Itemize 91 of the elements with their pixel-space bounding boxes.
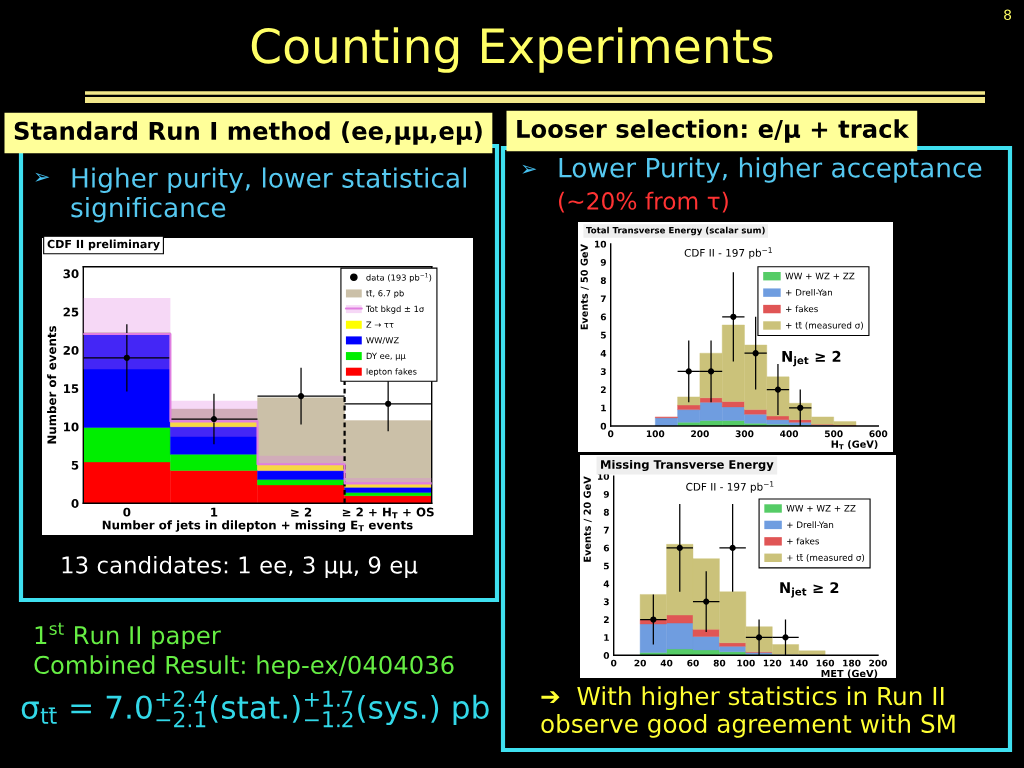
text: σ$_{tt̄}$ = 7.0$^{+2.4}$$_{−2.1}$(stat.)$^{+1.7}$$_{−1.2}$(sys.) pb bbox=[21, 690, 489, 728]
legend-label: + fakes bbox=[785, 305, 818, 313]
text: Looser selection: e/μ + track bbox=[517, 119, 910, 143]
x-tick-label: 200 bbox=[869, 659, 887, 667]
y-tick-label: 9 bbox=[603, 490, 609, 498]
x-tick-label: 80 bbox=[713, 659, 726, 667]
x-tick-label: 600 bbox=[869, 430, 888, 438]
legend-label: Tot bkgd ± 1σ bbox=[365, 305, 424, 314]
y-tick-label: 10 bbox=[594, 240, 607, 248]
x-tick-label: 100 bbox=[737, 659, 755, 667]
y-tick-label: 0 bbox=[600, 422, 607, 430]
text: 1$^{st}$ Run II paper bbox=[35, 622, 221, 650]
y-tick-label: 0 bbox=[603, 652, 610, 659]
x-tick-label: 200 bbox=[691, 430, 709, 438]
text: Counting Experiments bbox=[251, 27, 773, 73]
y-tick-label: 7 bbox=[603, 526, 609, 534]
legend-label: + Drell-Yan bbox=[787, 521, 834, 529]
legend-label: + fakes bbox=[787, 537, 820, 545]
y-tick-label: 4 bbox=[600, 350, 607, 357]
x-tick-label: ≥ 2 bbox=[291, 507, 312, 517]
text: Lower Purity, higher acceptance bbox=[559, 157, 982, 183]
legend-label: lepton fakes bbox=[366, 368, 417, 377]
text: 13 candidates: 1 ee, 3 μμ, 9 eμ bbox=[62, 555, 418, 579]
x-axis-title: Number of jets in dilepton + missing E$_{T}$ events bbox=[102, 520, 413, 532]
x-tick-label: 400 bbox=[780, 430, 799, 438]
annotation: N$_{jet}$ ≥ 2 bbox=[782, 350, 841, 367]
y-tick-label: 5 bbox=[603, 562, 609, 570]
text: ➢ bbox=[35, 172, 50, 182]
text: Standard Run I method (ee,μμ,eμ) bbox=[14, 121, 482, 145]
y-tick-label: 5 bbox=[71, 460, 79, 470]
y-tick-label: 3 bbox=[600, 368, 606, 375]
y-tick-label: 20 bbox=[63, 345, 79, 355]
y-tick-label: 1 bbox=[604, 634, 609, 641]
y-tick-label: 8 bbox=[603, 508, 609, 516]
y-tick-label: 6 bbox=[603, 544, 610, 552]
y-axis-title: Events / 50 GeV bbox=[580, 244, 589, 330]
y-tick-label: 15 bbox=[64, 384, 79, 394]
text: 8 bbox=[1004, 9, 1012, 21]
y-tick-label: 5 bbox=[600, 331, 606, 339]
text: ➢ bbox=[522, 164, 537, 174]
y-tick-label: 0 bbox=[71, 499, 79, 508]
x-tick-label: 100 bbox=[646, 430, 665, 438]
x-tick-label: 20 bbox=[634, 659, 646, 667]
x-tick-label: 60 bbox=[687, 659, 699, 667]
legend-label: + tt̄ (measured σ) bbox=[785, 321, 863, 330]
text: Higher purity, lower statistical significance bbox=[71, 167, 466, 223]
annotation: CDF II - 197 pb$^{−1}$ bbox=[686, 481, 774, 493]
text: ➔ With higher statistics in Run II observe good agreement with SM bbox=[541, 686, 955, 738]
legend-label: + tt̄ (measured σ) bbox=[787, 554, 865, 562]
annotation: N$_{jet}$ ≥ 2 bbox=[780, 582, 839, 598]
x-tick-label: 120 bbox=[763, 659, 782, 667]
x-tick-label: 140 bbox=[790, 659, 808, 667]
y-tick-label: 6 bbox=[600, 313, 607, 321]
y-tick-label: 25 bbox=[63, 307, 79, 317]
y-tick-label: 9 bbox=[600, 258, 606, 266]
chart-title: CDF II preliminary bbox=[47, 239, 160, 251]
legend-label: WW + WZ + ZZ bbox=[785, 272, 855, 280]
x-tick-label: 0 bbox=[610, 659, 617, 667]
y-axis-title: Number of events bbox=[47, 326, 57, 444]
legend-label: Z → ττ bbox=[366, 321, 394, 328]
legend-label: WW + WZ + ZZ bbox=[786, 505, 856, 512]
x-tick-label: 180 bbox=[843, 659, 861, 667]
legend-label: data (193 pb$^{−1}$) bbox=[366, 273, 432, 283]
x-tick-label: 160 bbox=[816, 659, 835, 667]
x-tick-label: 1 bbox=[211, 507, 218, 517]
y-tick-label: 10 bbox=[64, 422, 79, 432]
y-tick-label: 7 bbox=[600, 295, 606, 303]
y-tick-label: 3 bbox=[603, 598, 609, 606]
legend-label: DY ee, μμ bbox=[366, 352, 406, 361]
annotation: CDF II - 197 pb$^{−1}$ bbox=[684, 247, 772, 259]
y-axis-title: Events / 20 GeV bbox=[583, 476, 592, 562]
chart-title: Missing Transverse Energy bbox=[601, 459, 774, 472]
y-tick-label: 8 bbox=[600, 277, 606, 284]
x-tick-label: 500 bbox=[824, 430, 843, 438]
legend-label: WW/WZ bbox=[366, 337, 399, 345]
legend-label: tt̄, 6.7 pb bbox=[366, 289, 404, 299]
text: (~20% from τ) bbox=[559, 191, 728, 213]
x-tick-label: ≥ 2 + H$_{T}$ + OS bbox=[342, 507, 434, 519]
y-tick-label: 4 bbox=[603, 580, 610, 588]
legend-label: + Drell-Yan bbox=[785, 288, 832, 296]
x-tick-label: 300 bbox=[735, 430, 754, 438]
y-tick-label: 2 bbox=[603, 616, 609, 623]
y-tick-label: 1 bbox=[601, 404, 606, 412]
x-tick-label: 40 bbox=[660, 659, 673, 667]
x-tick-label: 0 bbox=[123, 507, 131, 517]
x-axis-title: MET (GeV) bbox=[821, 669, 878, 679]
x-axis-title: H$_{T}$ (GeV) bbox=[831, 440, 878, 450]
y-tick-label: 2 bbox=[600, 386, 606, 394]
y-tick-label: 30 bbox=[63, 269, 79, 279]
chart-title: Total Transverse Energy (scalar sum) bbox=[586, 226, 765, 236]
text: Combined Result: hep-ex/0404036 bbox=[34, 655, 454, 679]
